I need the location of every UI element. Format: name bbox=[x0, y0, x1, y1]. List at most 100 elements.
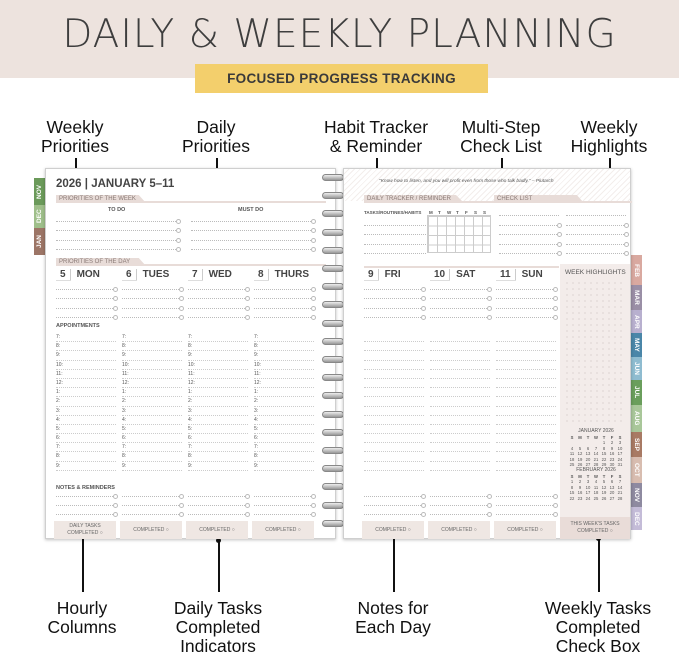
hour-slot[interactable] bbox=[496, 443, 556, 453]
hour-slot[interactable] bbox=[364, 397, 424, 407]
checkbox-circle[interactable] bbox=[176, 228, 181, 233]
month-tab-nov[interactable]: NOV bbox=[631, 483, 642, 507]
hour-slot[interactable] bbox=[496, 407, 556, 416]
checkbox-circle[interactable] bbox=[311, 247, 316, 252]
hour-slot[interactable]: 8: bbox=[188, 452, 248, 462]
habit-line[interactable] bbox=[364, 234, 426, 235]
hour-slot[interactable]: 1: bbox=[254, 388, 314, 398]
checkbox-circle[interactable] bbox=[624, 232, 629, 237]
checkbox-circle[interactable] bbox=[311, 296, 316, 301]
writing-line[interactable] bbox=[56, 240, 176, 241]
writing-line[interactable] bbox=[56, 230, 176, 231]
writing-line[interactable] bbox=[191, 230, 311, 231]
hour-slot[interactable] bbox=[496, 379, 556, 389]
hour-slot[interactable] bbox=[496, 370, 556, 379]
checkbox-circle[interactable] bbox=[421, 306, 426, 311]
checkbox-circle[interactable] bbox=[553, 296, 558, 301]
hour-slot[interactable] bbox=[496, 388, 556, 398]
writing-line[interactable] bbox=[430, 496, 487, 497]
writing-line[interactable] bbox=[364, 514, 421, 515]
hour-slot[interactable] bbox=[364, 434, 424, 444]
habit-line[interactable] bbox=[364, 253, 426, 254]
writing-line[interactable] bbox=[364, 289, 421, 290]
checkbox-circle[interactable] bbox=[179, 503, 184, 508]
checkbox-circle[interactable] bbox=[245, 512, 250, 517]
hour-slot[interactable] bbox=[430, 434, 490, 444]
hour-slot[interactable] bbox=[430, 452, 490, 462]
hour-slot[interactable]: 12: bbox=[122, 379, 182, 389]
hour-slot[interactable]: 8: bbox=[56, 342, 116, 352]
hour-slot[interactable]: 2: bbox=[254, 397, 314, 407]
writing-line[interactable] bbox=[188, 289, 245, 290]
hour-slot[interactable]: 6: bbox=[56, 434, 116, 444]
completed-checkbox[interactable]: COMPLETED ○ bbox=[441, 527, 477, 533]
writing-line[interactable] bbox=[56, 317, 113, 318]
hour-slot[interactable] bbox=[430, 416, 490, 425]
month-tab-dec[interactable]: DEC bbox=[34, 205, 45, 228]
daily-tasks-completed[interactable]: DAILY TASKS COMPLETED ○ bbox=[54, 521, 116, 539]
checkbox-circle[interactable] bbox=[176, 247, 181, 252]
habit-grid[interactable] bbox=[427, 215, 491, 253]
checkbox-circle[interactable] bbox=[176, 219, 181, 224]
writing-line[interactable] bbox=[188, 505, 245, 506]
habit-line[interactable] bbox=[364, 225, 426, 226]
hour-slot[interactable]: 1: bbox=[56, 388, 116, 398]
checkbox-circle[interactable] bbox=[487, 315, 492, 320]
month-tab-aug[interactable]: AUG bbox=[631, 405, 642, 432]
writing-line[interactable] bbox=[56, 221, 176, 222]
hour-slot[interactable] bbox=[496, 452, 556, 462]
hour-slot[interactable]: 7: bbox=[188, 443, 248, 453]
dot-grid[interactable] bbox=[564, 280, 626, 425]
checklist-title-line[interactable] bbox=[566, 215, 626, 216]
checkbox-circle[interactable] bbox=[179, 296, 184, 301]
checkbox-circle[interactable] bbox=[487, 296, 492, 301]
checkbox-circle[interactable] bbox=[311, 494, 316, 499]
writing-line[interactable] bbox=[566, 234, 624, 235]
hour-slot[interactable]: 10: bbox=[122, 361, 182, 370]
hour-slot[interactable]: 7: bbox=[122, 443, 182, 453]
checkbox-circle[interactable] bbox=[311, 306, 316, 311]
writing-line[interactable] bbox=[254, 298, 311, 299]
hour-slot[interactable]: 9: bbox=[56, 462, 116, 471]
checkbox-circle[interactable] bbox=[624, 242, 629, 247]
hour-slot[interactable] bbox=[430, 361, 490, 370]
hour-slot[interactable]: 5: bbox=[56, 425, 116, 435]
writing-line[interactable] bbox=[188, 308, 245, 309]
hour-slot[interactable]: 10: bbox=[188, 361, 248, 370]
checkbox-circle[interactable] bbox=[179, 512, 184, 517]
hour-slot[interactable]: 3: bbox=[254, 407, 314, 416]
completed-checkbox[interactable]: COMPLETED ○ bbox=[507, 527, 543, 533]
writing-line[interactable] bbox=[430, 308, 487, 309]
checkbox-circle[interactable] bbox=[421, 494, 426, 499]
checkbox-circle[interactable] bbox=[245, 306, 250, 311]
hour-slot[interactable] bbox=[364, 361, 424, 370]
writing-line[interactable] bbox=[254, 496, 311, 497]
hour-slot[interactable] bbox=[496, 416, 556, 425]
hour-slot[interactable] bbox=[430, 351, 490, 361]
checkbox-circle[interactable] bbox=[311, 219, 316, 224]
checkbox-circle[interactable] bbox=[487, 494, 492, 499]
hour-slot[interactable] bbox=[364, 407, 424, 416]
checkbox-circle[interactable] bbox=[311, 228, 316, 233]
hour-slot[interactable]: 7: bbox=[56, 333, 116, 343]
hour-slot[interactable]: 1: bbox=[122, 388, 182, 398]
writing-line[interactable] bbox=[188, 298, 245, 299]
month-tab-may[interactable]: MAY bbox=[631, 333, 642, 357]
checkbox-circle[interactable] bbox=[553, 306, 558, 311]
writing-line[interactable] bbox=[188, 317, 245, 318]
checkbox-circle[interactable] bbox=[113, 296, 118, 301]
hour-slot[interactable] bbox=[496, 397, 556, 407]
writing-line[interactable] bbox=[364, 308, 421, 309]
hour-slot[interactable] bbox=[364, 452, 424, 462]
checkbox-circle[interactable] bbox=[553, 494, 558, 499]
hour-slot[interactable] bbox=[364, 416, 424, 425]
checkbox-circle[interactable] bbox=[557, 251, 562, 256]
hour-slot[interactable]: 4: bbox=[122, 416, 182, 425]
hour-slot[interactable]: 4: bbox=[188, 416, 248, 425]
hour-slot[interactable] bbox=[430, 342, 490, 352]
checkbox-circle[interactable] bbox=[421, 296, 426, 301]
hour-slot[interactable]: 8: bbox=[122, 342, 182, 352]
checkbox-circle[interactable] bbox=[179, 287, 184, 292]
hour-slot[interactable]: 9: bbox=[254, 462, 314, 471]
writing-line[interactable] bbox=[191, 240, 311, 241]
